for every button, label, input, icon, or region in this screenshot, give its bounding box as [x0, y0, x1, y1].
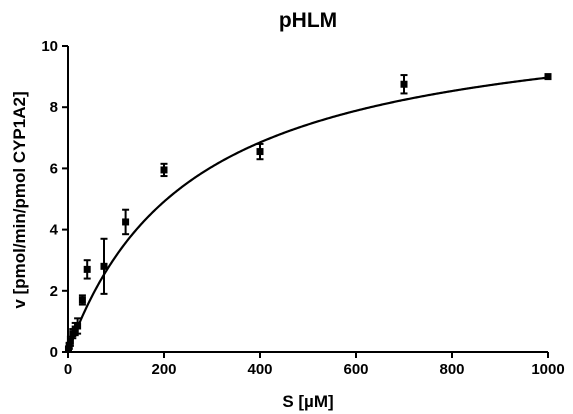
point-marker — [66, 337, 74, 345]
x-tick-label: 600 — [343, 361, 368, 378]
x-tick-label: 1000 — [531, 361, 564, 378]
data-point-12 — [400, 74, 408, 95]
data-points-layer — [64, 73, 552, 353]
point-marker — [100, 262, 108, 270]
point-marker — [74, 322, 82, 330]
x-tick-label: 800 — [439, 361, 464, 378]
y-tick-label: 6 — [50, 160, 58, 177]
point-marker — [78, 296, 86, 304]
data-point-11 — [256, 142, 264, 161]
point-marker — [69, 330, 77, 338]
y-tick-label: 4 — [50, 222, 59, 239]
data-point-7 — [83, 259, 91, 280]
point-marker — [160, 166, 168, 174]
data-point-8 — [100, 237, 108, 295]
data-point-13 — [544, 73, 552, 81]
y-tick-label: 8 — [50, 99, 58, 116]
y-axis-label: v [pmol/min/pmol CYP1A2] — [10, 91, 29, 308]
y-tick-label: 2 — [50, 283, 58, 300]
point-marker — [400, 80, 408, 88]
point-marker — [122, 218, 130, 226]
x-tick-label: 200 — [151, 361, 176, 378]
y-tick-label: 0 — [50, 344, 58, 361]
data-point-5 — [74, 317, 82, 335]
y-tick-label: 10 — [41, 38, 58, 55]
chart-title: pHLM — [279, 9, 337, 32]
data-point-6 — [78, 294, 86, 306]
axes: 0 2 4 6 8 10 0 200 400 600 800 1000 — [41, 38, 564, 378]
data-point-9 — [122, 208, 130, 236]
data-point-10 — [160, 162, 168, 178]
point-marker — [83, 265, 91, 273]
point-marker — [256, 148, 264, 156]
x-tick-label: 400 — [247, 361, 272, 378]
x-axis-label: S [µM] — [282, 392, 333, 411]
fit-curve — [66, 76, 549, 353]
point-marker — [544, 73, 552, 81]
x-tick-label: 0 — [64, 361, 72, 378]
fit-curve-layer — [66, 76, 549, 353]
